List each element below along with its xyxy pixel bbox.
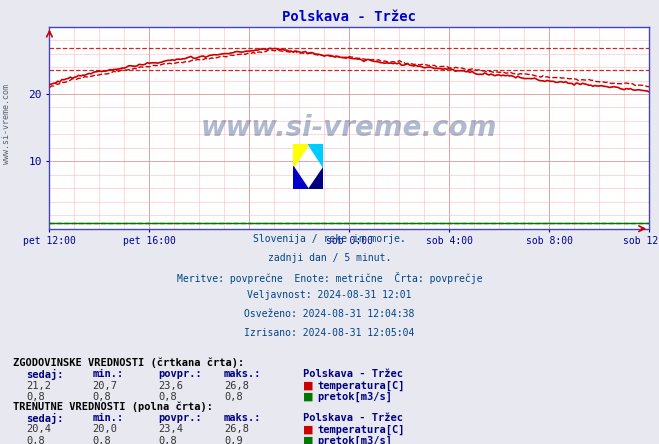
Text: pretok[m3/s]: pretok[m3/s] <box>318 436 393 444</box>
Text: 0,8: 0,8 <box>92 436 111 444</box>
Text: temperatura[C]: temperatura[C] <box>318 381 405 391</box>
Text: 26,8: 26,8 <box>224 424 249 435</box>
Text: ■: ■ <box>303 436 314 444</box>
Text: 0,8: 0,8 <box>26 436 45 444</box>
Polygon shape <box>293 166 308 189</box>
Text: zadnji dan / 5 minut.: zadnji dan / 5 minut. <box>268 253 391 263</box>
Text: ■: ■ <box>303 392 314 402</box>
Text: povpr.:: povpr.: <box>158 369 202 380</box>
Text: 0,9: 0,9 <box>224 436 243 444</box>
Text: Veljavnost: 2024-08-31 12:01: Veljavnost: 2024-08-31 12:01 <box>247 290 412 301</box>
Text: min.:: min.: <box>92 413 123 423</box>
Text: Osveženo: 2024-08-31 12:04:38: Osveženo: 2024-08-31 12:04:38 <box>244 309 415 319</box>
Text: maks.:: maks.: <box>224 369 262 380</box>
Text: ZGODOVINSKE VREDNOSTI (črtkana črta):: ZGODOVINSKE VREDNOSTI (črtkana črta): <box>13 357 244 368</box>
Text: 21,2: 21,2 <box>26 381 51 391</box>
Text: www.si-vreme.com: www.si-vreme.com <box>201 114 498 142</box>
Text: 20,0: 20,0 <box>92 424 117 435</box>
Text: www.si-vreme.com: www.si-vreme.com <box>2 84 11 164</box>
Text: temperatura[C]: temperatura[C] <box>318 424 405 435</box>
Text: Slovenija / reke in morje.: Slovenija / reke in morje. <box>253 234 406 245</box>
Text: 20,4: 20,4 <box>26 424 51 435</box>
Text: ■: ■ <box>303 381 314 391</box>
Text: 20,7: 20,7 <box>92 381 117 391</box>
Text: Meritve: povprečne  Enote: metrične  Črta: povprečje: Meritve: povprečne Enote: metrične Črta:… <box>177 272 482 284</box>
Text: 26,8: 26,8 <box>224 381 249 391</box>
Polygon shape <box>293 144 308 166</box>
Text: Polskava - Tržec: Polskava - Tržec <box>303 369 403 380</box>
Text: Izrisano: 2024-08-31 12:05:04: Izrisano: 2024-08-31 12:05:04 <box>244 328 415 338</box>
Text: maks.:: maks.: <box>224 413 262 423</box>
Text: povpr.:: povpr.: <box>158 413 202 423</box>
Text: min.:: min.: <box>92 369 123 380</box>
Text: ■: ■ <box>303 424 314 435</box>
Text: pretok[m3/s]: pretok[m3/s] <box>318 392 393 402</box>
Text: 0,8: 0,8 <box>26 392 45 402</box>
Text: Polskava - Tržec: Polskava - Tržec <box>303 413 403 423</box>
Polygon shape <box>308 144 323 166</box>
Text: TRENUTNE VREDNOSTI (polna črta):: TRENUTNE VREDNOSTI (polna črta): <box>13 401 213 412</box>
Text: 23,6: 23,6 <box>158 381 183 391</box>
Text: sedaj:: sedaj: <box>26 369 64 381</box>
Polygon shape <box>308 166 323 189</box>
Text: 0,8: 0,8 <box>158 436 177 444</box>
Text: 0,8: 0,8 <box>92 392 111 402</box>
Text: sedaj:: sedaj: <box>26 413 64 424</box>
Text: 0,8: 0,8 <box>224 392 243 402</box>
Title: Polskava - Tržec: Polskava - Tržec <box>282 10 416 24</box>
Text: 0,8: 0,8 <box>158 392 177 402</box>
Text: 23,4: 23,4 <box>158 424 183 435</box>
